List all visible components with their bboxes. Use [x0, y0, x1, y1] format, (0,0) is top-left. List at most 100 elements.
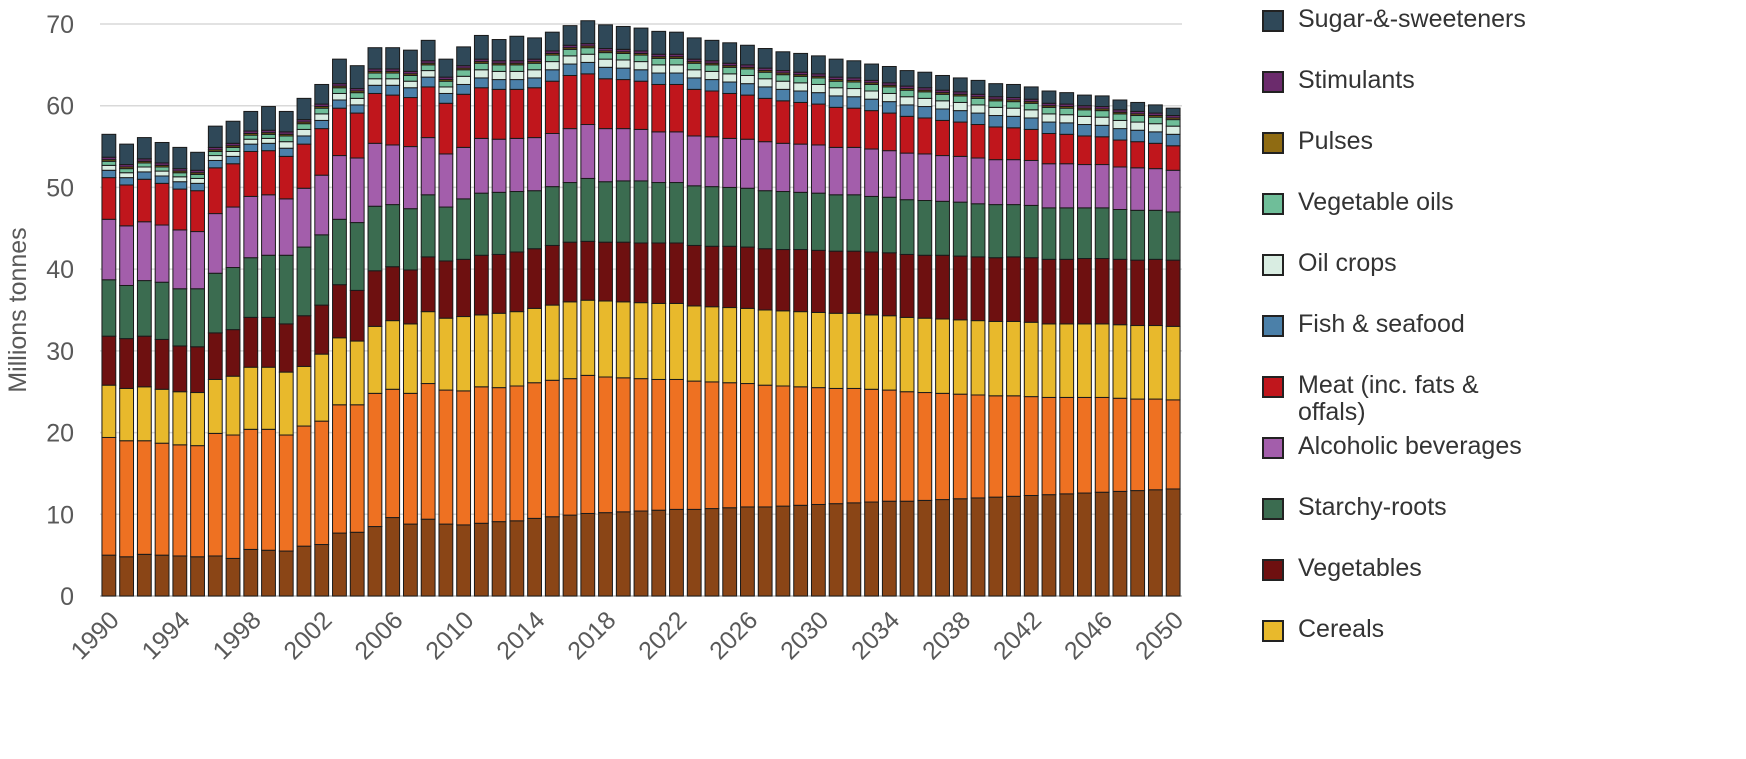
- legend-swatch: [1262, 559, 1284, 581]
- bar-segment: [1094, 116, 1110, 126]
- bar-segment: [1041, 494, 1057, 597]
- bar-segment: [615, 25, 631, 50]
- bar-segment: [952, 319, 968, 395]
- bar-segment: [828, 58, 844, 78]
- bar-segment: [456, 258, 472, 318]
- bar-segment: [402, 97, 418, 148]
- bar-segment: [402, 87, 418, 99]
- bar-segment: [1006, 495, 1021, 597]
- bar-segment: [438, 86, 454, 94]
- bar-segment: [775, 385, 791, 507]
- bar-segment: [828, 194, 844, 252]
- bar-segment: [899, 391, 915, 502]
- bar-segment: [1041, 90, 1057, 104]
- bar-segment: [828, 106, 844, 148]
- bar-segment: [970, 203, 986, 258]
- bar-segment: [757, 248, 773, 311]
- bar-segment: [1059, 258, 1075, 325]
- bar-segment: [136, 440, 152, 555]
- bar-segment: [864, 195, 880, 253]
- bar-segment: [1059, 114, 1075, 124]
- bar-segment: [154, 338, 170, 390]
- bar-segment: [580, 53, 596, 63]
- bar-segment: [775, 74, 791, 82]
- bar-segment: [580, 512, 596, 597]
- bar-segment: [367, 392, 383, 528]
- bar-segment: [757, 309, 773, 386]
- bar-segment: [562, 378, 578, 516]
- bar-segment: [420, 311, 436, 385]
- bar-segment: [154, 388, 170, 444]
- y-tick-label: 20: [46, 420, 74, 448]
- legend-item: Starchy-roots: [1262, 494, 1553, 521]
- bar-segment: [651, 57, 667, 66]
- bar-segment: [899, 316, 915, 393]
- bar-segment: [810, 311, 826, 389]
- bar-segment: [243, 195, 259, 259]
- bar-segment: [278, 254, 294, 325]
- legend-item: Pulses: [1262, 128, 1553, 155]
- bar-segment: [385, 144, 401, 206]
- bar-segment: [385, 94, 401, 146]
- bar-segment: [119, 387, 135, 442]
- bar-segment: [314, 174, 330, 236]
- bar-segment: [1112, 113, 1128, 121]
- bar-segment: [1006, 107, 1021, 117]
- bar-segment: [1041, 132, 1057, 165]
- bar-segment: [1112, 208, 1128, 260]
- bar-segment: [527, 307, 542, 384]
- bar-segment: [172, 444, 188, 557]
- bar-segment: [686, 185, 702, 246]
- bar-segment: [119, 338, 135, 389]
- bar-segment: [1147, 104, 1163, 114]
- bar-segment: [278, 147, 294, 157]
- bar-segment: [917, 97, 933, 108]
- bar-segment: [456, 146, 472, 200]
- y-tick-label: 40: [46, 256, 74, 284]
- bar-segment: [509, 385, 525, 522]
- x-tick-label: 2030: [775, 606, 834, 665]
- bar-segment: [119, 177, 135, 186]
- bar-segment: [491, 64, 507, 72]
- bar-segment: [917, 499, 933, 597]
- bar-segment: [136, 386, 152, 442]
- bar-segment: [633, 128, 649, 182]
- bar-segment: [952, 201, 968, 257]
- x-tick-label: 1990: [66, 606, 125, 665]
- bar-segment: [740, 138, 755, 189]
- bar-segment: [1041, 106, 1057, 115]
- legend-label: Fish & seafood: [1298, 310, 1465, 338]
- bar-segment: [704, 90, 720, 138]
- legend-swatch: [1262, 10, 1284, 32]
- bar-segment: [544, 516, 560, 597]
- bar-segment: [509, 520, 525, 597]
- bar-segment: [1059, 396, 1075, 495]
- bar-segment: [172, 188, 188, 231]
- bar-segment: [651, 302, 667, 380]
- bar-segment: [527, 137, 542, 192]
- bar-segment: [420, 64, 436, 72]
- bar-segment: [332, 92, 347, 101]
- y-tick-label: 30: [46, 338, 74, 366]
- bar-segment: [190, 288, 205, 348]
- bar-segment: [527, 248, 542, 309]
- bar-segment: [1165, 119, 1181, 127]
- bar-segment: [154, 175, 170, 184]
- bar-segment: [385, 204, 401, 268]
- bar-segment: [598, 376, 613, 514]
- bar-segment: [598, 66, 613, 80]
- x-tick-label: 2026: [704, 606, 763, 665]
- bar-segment: [952, 121, 968, 157]
- bar-segment: [651, 64, 667, 74]
- bar-segment: [669, 131, 684, 184]
- bar-segment: [1023, 321, 1039, 398]
- legend-item: Sugar-&-sweeteners: [1262, 6, 1553, 33]
- bar-segment: [757, 71, 773, 80]
- bar-segment: [1165, 133, 1181, 147]
- bar-segment: [527, 517, 542, 597]
- bar-segment: [190, 177, 205, 184]
- bar-segment: [970, 79, 986, 95]
- bar-segment: [775, 51, 791, 72]
- bar-segment: [615, 59, 631, 69]
- bar-segment: [899, 253, 915, 318]
